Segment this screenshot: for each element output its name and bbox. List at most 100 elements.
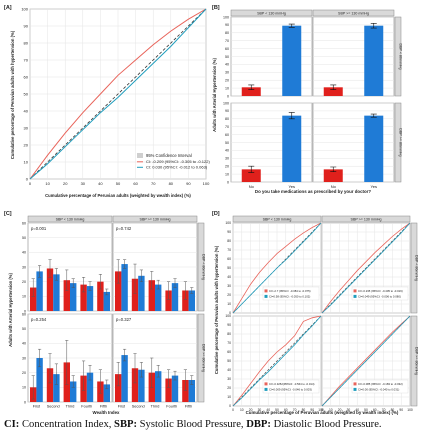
panel-c-bar-red bbox=[80, 284, 87, 311]
panel-b-ytick: 50 bbox=[225, 55, 229, 59]
panel-c-error-bar bbox=[98, 369, 102, 394]
panel-a-ytick: 30 bbox=[24, 125, 29, 130]
panel-c-bar-blue bbox=[188, 380, 195, 402]
panel-c-bar-blue bbox=[53, 374, 60, 402]
panel-c-ytick: 30 bbox=[22, 356, 26, 360]
panel-c-col-strip-bg bbox=[27, 215, 113, 223]
panel-a-ytick: 10 bbox=[24, 159, 29, 164]
panel-b-col-strip-label: SBP >= 130 mmHg bbox=[338, 11, 369, 15]
panel-c-bar-blue bbox=[53, 274, 60, 311]
panel-b-ytick: 80 bbox=[225, 117, 229, 121]
panel-d-legend-label: CI=-0.235 (95%CI: -0.405 to -0.016) bbox=[358, 289, 403, 293]
panel-d-series-red-line bbox=[321, 222, 411, 314]
panel-d-legend-swatch bbox=[353, 387, 357, 391]
panel-b-ytick: 50 bbox=[225, 141, 229, 145]
panel-c-row-strip-label: DBP < 80mmHg bbox=[202, 254, 206, 280]
panel-c-bar-blue bbox=[171, 375, 179, 402]
caption-dbp-abbr: DBP: bbox=[246, 419, 271, 430]
caption-ci-text: Concentration Index, bbox=[19, 419, 115, 430]
panel-c-error-bar bbox=[116, 259, 120, 284]
panel-d-xtick: 10 bbox=[329, 408, 333, 412]
panel-a-legend-label: CI: -0.209 (95%CI: -0.305 to -0.122) bbox=[146, 159, 210, 164]
panel-a-ytick: 80 bbox=[24, 40, 29, 45]
panel-c-col-strip-label: SBP < 130 mmHg bbox=[56, 217, 85, 221]
panel-c-error-bar bbox=[82, 277, 86, 293]
panel-c-xlabel: Wealth Index bbox=[93, 410, 121, 415]
panel-c-error-bar bbox=[156, 365, 160, 378]
panel-c-ytick: 60 bbox=[22, 221, 26, 225]
panel-b-bar-no bbox=[323, 169, 343, 182]
panel-b-ytick: 30 bbox=[225, 157, 229, 161]
panel-c-error-bar bbox=[48, 353, 52, 384]
panel-b-ytick: 20 bbox=[225, 79, 229, 83]
panel-d-ytick: 70 bbox=[227, 248, 231, 252]
panel-d-row-strip-bg bbox=[410, 315, 418, 407]
panel-b-ytick: 40 bbox=[225, 149, 229, 153]
panel-c-error-bar bbox=[133, 353, 137, 384]
panel-d-ytick: 60 bbox=[227, 350, 231, 354]
panel-d-col-strip-label: SBP >= 130 mmHg bbox=[351, 217, 382, 221]
panel-b-col-strip-bg bbox=[312, 9, 395, 17]
panel-d-xtick: 90 bbox=[310, 408, 314, 412]
panel-b-col-strip-label: SBP < 130 mmHg bbox=[257, 11, 286, 15]
panel-c-ytick: 40 bbox=[22, 342, 26, 346]
panel-b-error-bar bbox=[370, 113, 377, 118]
panel-a-equality-line bbox=[29, 8, 207, 180]
panel-d-ytick: 20 bbox=[227, 293, 231, 297]
panel-d-series-red-line bbox=[321, 315, 411, 407]
panel-d-equality-line bbox=[321, 222, 411, 314]
panel-c-bar-red bbox=[115, 271, 122, 311]
panel-a-xtick: 60 bbox=[133, 181, 138, 186]
panel-d-xtick: 70 bbox=[293, 408, 297, 412]
panel-b-ytick: 90 bbox=[225, 23, 229, 27]
panel-c-bar-blue bbox=[103, 384, 110, 402]
panel-c-bar-red bbox=[131, 368, 139, 402]
panel-c-xtick: Second bbox=[132, 405, 145, 409]
panel-b-row-strip-bg bbox=[394, 16, 402, 97]
panel-c-xtick: Fourth bbox=[81, 405, 92, 409]
panel-c-ytick: 30 bbox=[22, 265, 26, 269]
panel-a-xtick: 20 bbox=[63, 181, 68, 186]
panel-c-ytick: 0 bbox=[24, 400, 26, 404]
panel-c-bar-blue bbox=[86, 286, 94, 311]
panel-a-xtick: 30 bbox=[81, 181, 86, 186]
panel-c-bar-red bbox=[148, 280, 155, 311]
panel-d-ytick: 40 bbox=[227, 275, 231, 279]
panel-b-ytick: 10 bbox=[225, 172, 229, 176]
panel-b-xtick: No bbox=[249, 184, 255, 189]
panel-c-p-value: p=0.254 bbox=[31, 317, 47, 322]
panel-b-bar-no bbox=[323, 87, 343, 96]
panel-c-xtick: Third bbox=[66, 405, 75, 409]
panel-d-legend-label: CI=-2.7 (95%CI: -0.384 to -0.075) bbox=[269, 289, 311, 293]
panel-c-bar-blue bbox=[138, 275, 145, 311]
panel-a-xlabel: Cumulative percentage of Peruvian adults… bbox=[45, 193, 191, 198]
panel-d-legend-swatch bbox=[353, 382, 357, 386]
panel-b-ytick: 90 bbox=[225, 109, 229, 113]
panel-c-bar-red bbox=[131, 278, 139, 311]
panel-a-ytick: 20 bbox=[24, 142, 29, 147]
panel-d-xtick: 80 bbox=[302, 408, 306, 412]
panel-c-error-bar bbox=[38, 348, 42, 368]
panel-c-error-bar bbox=[65, 269, 69, 291]
panel-c-error-bar bbox=[88, 281, 92, 291]
panel-a-ylabel: Cumulative percentage of Peruvian adults… bbox=[10, 30, 15, 159]
panel-c-bar-blue bbox=[86, 372, 94, 402]
panel-b-ytick: 20 bbox=[225, 165, 229, 169]
panel-d-col-strip-bg bbox=[321, 215, 411, 223]
panel-c-bar-red bbox=[30, 287, 37, 311]
panel-c-error-bar bbox=[150, 271, 154, 290]
panel-b-ytick: 60 bbox=[225, 47, 229, 51]
panel-c-bar-blue bbox=[121, 355, 128, 402]
panel-d-series-blue-line bbox=[232, 222, 322, 314]
panel-d-col-strip-bg bbox=[232, 215, 322, 223]
panel-c-row-strip-bg bbox=[197, 222, 205, 312]
panel-d-xtick: 40 bbox=[266, 408, 270, 412]
panel-c-bar-blue bbox=[121, 264, 128, 311]
panel-c-error-bar bbox=[88, 365, 92, 381]
panel-b-tag: [B] bbox=[212, 5, 220, 11]
panel-c-error-bar bbox=[190, 287, 194, 294]
panel-d-series-blue-line bbox=[232, 315, 322, 407]
panel-c-error-bar bbox=[54, 268, 58, 281]
panel-c-xtick: Third bbox=[151, 405, 160, 409]
panel-b-col-strip-bg bbox=[230, 9, 313, 17]
